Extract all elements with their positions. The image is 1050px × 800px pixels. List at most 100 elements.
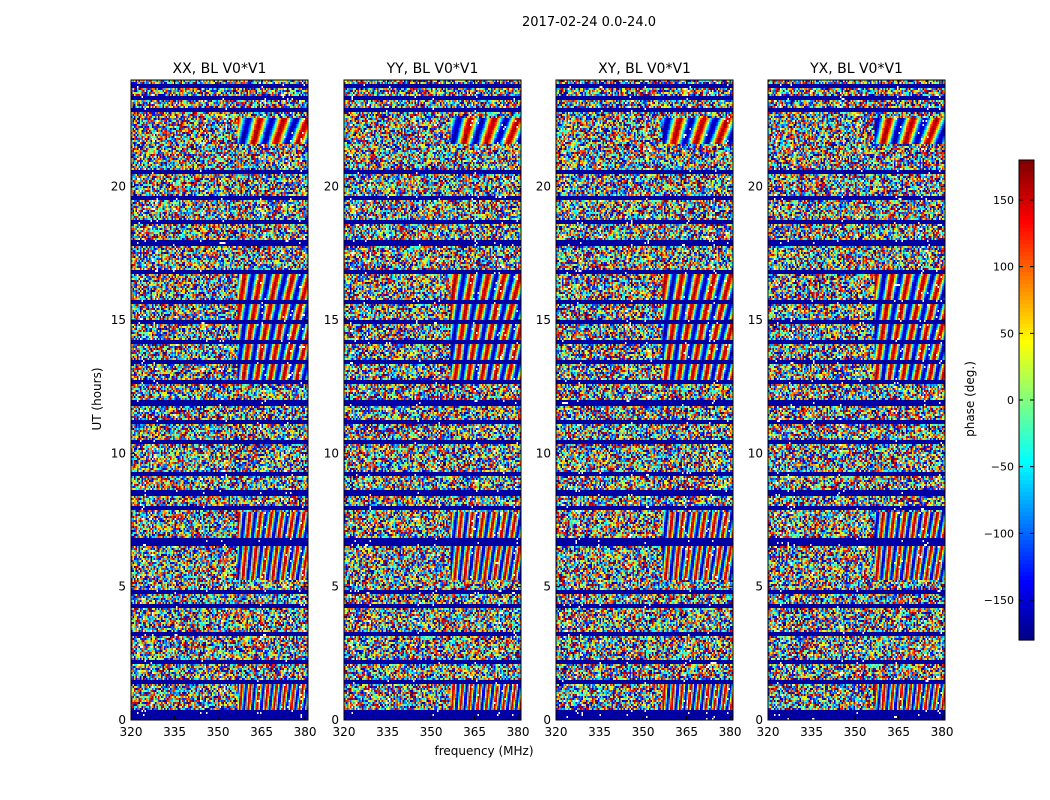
y-tick-label: 20 bbox=[111, 180, 126, 194]
heatmap-panel: XX, BL V0*V1 320 335 350 365 380 0 5 10 15 20 bbox=[111, 61, 317, 739]
colorbar-segment bbox=[1019, 172, 1034, 177]
figure-suptitle: 2017-02-24 0.0-24.0 bbox=[522, 15, 656, 30]
colorbar-segment bbox=[1019, 388, 1034, 393]
colorbar-segment bbox=[1019, 384, 1034, 389]
colorbar-segment bbox=[1019, 492, 1034, 497]
colorbar-segment bbox=[1019, 244, 1034, 249]
x-tick-label: 320 bbox=[757, 725, 780, 739]
colorbar-segment bbox=[1019, 184, 1034, 189]
x-tick-label: 335 bbox=[163, 725, 186, 739]
colorbar-segment bbox=[1019, 220, 1034, 225]
colorbar-segment bbox=[1019, 288, 1034, 293]
y-tick-label: 10 bbox=[536, 446, 551, 460]
x-tick-label: 380 bbox=[931, 725, 954, 739]
colorbar-segment bbox=[1019, 416, 1034, 421]
colorbar-segment bbox=[1019, 336, 1034, 341]
heatmap-image bbox=[344, 80, 521, 720]
colorbar-segment bbox=[1019, 436, 1034, 441]
colorbar-segment bbox=[1019, 480, 1034, 485]
colorbar-segment bbox=[1019, 180, 1034, 185]
colorbar-segment bbox=[1019, 252, 1034, 257]
colorbar-segment bbox=[1019, 592, 1034, 597]
y-tick-label: 20 bbox=[748, 180, 763, 194]
colorbar-tick-label: −150 bbox=[984, 594, 1014, 607]
colorbar-segment bbox=[1019, 248, 1034, 253]
colorbar-segment bbox=[1019, 452, 1034, 457]
colorbar-segment bbox=[1019, 328, 1034, 333]
colorbar-segment bbox=[1019, 192, 1034, 197]
x-tick-label: 350 bbox=[632, 725, 655, 739]
colorbar-segment bbox=[1019, 196, 1034, 201]
colorbar-segment bbox=[1019, 316, 1034, 321]
x-tick-label: 320 bbox=[333, 725, 356, 739]
x-tick-label: 365 bbox=[887, 725, 910, 739]
heatmap-image bbox=[556, 80, 733, 720]
colorbar-segment bbox=[1019, 164, 1034, 169]
colorbar-segment bbox=[1019, 496, 1034, 501]
x-tick-label: 320 bbox=[120, 725, 143, 739]
colorbar-segment bbox=[1019, 584, 1034, 589]
colorbar-segment bbox=[1019, 428, 1034, 433]
colorbar-tick-label: 50 bbox=[1000, 327, 1014, 340]
colorbar-segment bbox=[1019, 500, 1034, 505]
colorbar-segment bbox=[1019, 548, 1034, 553]
heatmap-panel: YY, BL V0*V1 320 335 350 365 380 0 5 10 15 20 bbox=[324, 61, 530, 739]
colorbar: 150 100 50 0 −50 −100 −150 bbox=[984, 159, 1035, 641]
x-tick-label: 350 bbox=[207, 725, 230, 739]
colorbar-segment bbox=[1019, 216, 1034, 221]
colorbar-segment bbox=[1019, 424, 1034, 429]
x-tick-label: 335 bbox=[800, 725, 823, 739]
y-tick-label: 10 bbox=[748, 446, 763, 460]
axes-frame bbox=[130, 79, 309, 721]
y-tick-label: 0 bbox=[118, 713, 126, 727]
colorbar-segment bbox=[1019, 260, 1034, 265]
colorbar-segment bbox=[1019, 368, 1034, 373]
colorbar-segment bbox=[1019, 400, 1034, 405]
colorbar-segment bbox=[1019, 380, 1034, 385]
colorbar-segment bbox=[1019, 240, 1034, 245]
y-tick-label: 0 bbox=[331, 713, 339, 727]
colorbar-segment bbox=[1019, 636, 1034, 641]
colorbar-segment bbox=[1019, 620, 1034, 625]
colorbar-segment bbox=[1019, 464, 1034, 469]
colorbar-segment bbox=[1019, 512, 1034, 517]
colorbar-segment bbox=[1019, 364, 1034, 369]
colorbar-segment bbox=[1019, 372, 1034, 377]
x-tick-label: 365 bbox=[250, 725, 273, 739]
colorbar-segment bbox=[1019, 476, 1034, 481]
colorbar-segment bbox=[1019, 544, 1034, 549]
panel-title: YY, BL V0*V1 bbox=[386, 61, 479, 77]
colorbar-segment bbox=[1019, 432, 1034, 437]
colorbar-segment bbox=[1019, 188, 1034, 193]
colorbar-segment bbox=[1019, 632, 1034, 637]
colorbar-segment bbox=[1019, 160, 1034, 165]
colorbar-segment bbox=[1019, 600, 1034, 605]
colorbar-segment bbox=[1019, 232, 1034, 237]
colorbar-tick-label: −50 bbox=[991, 461, 1014, 474]
colorbar-segment bbox=[1019, 228, 1034, 233]
colorbar-segment bbox=[1019, 568, 1034, 573]
y-tick-label: 0 bbox=[755, 713, 763, 727]
panels: XX, BL V0*V1 320 335 350 365 380 0 5 10 15 20 YY, B… bbox=[111, 61, 954, 739]
y-tick-label: 15 bbox=[748, 313, 763, 327]
colorbar-segment bbox=[1019, 296, 1034, 301]
colorbar-segment bbox=[1019, 560, 1034, 565]
colorbar-segment bbox=[1019, 596, 1034, 601]
colorbar-segment bbox=[1019, 332, 1034, 337]
colorbar-segment bbox=[1019, 468, 1034, 473]
axes-frame bbox=[767, 79, 946, 721]
x-tick-label: 350 bbox=[844, 725, 867, 739]
colorbar-segment bbox=[1019, 532, 1034, 537]
y-tick-label: 5 bbox=[755, 580, 763, 594]
colorbar-segment bbox=[1019, 580, 1034, 585]
colorbar-tick-label: 0 bbox=[1007, 394, 1014, 407]
colorbar-segment bbox=[1019, 448, 1034, 453]
y-tick-label: 0 bbox=[543, 713, 551, 727]
colorbar-segment bbox=[1019, 616, 1034, 621]
colorbar-segment bbox=[1019, 360, 1034, 365]
colorbar-segment bbox=[1019, 604, 1034, 609]
colorbar-label: phase (deg.) bbox=[963, 361, 977, 437]
y-tick-label: 10 bbox=[324, 446, 339, 460]
panel-title: XX, BL V0*V1 bbox=[173, 61, 267, 77]
colorbar-segment bbox=[1019, 624, 1034, 629]
